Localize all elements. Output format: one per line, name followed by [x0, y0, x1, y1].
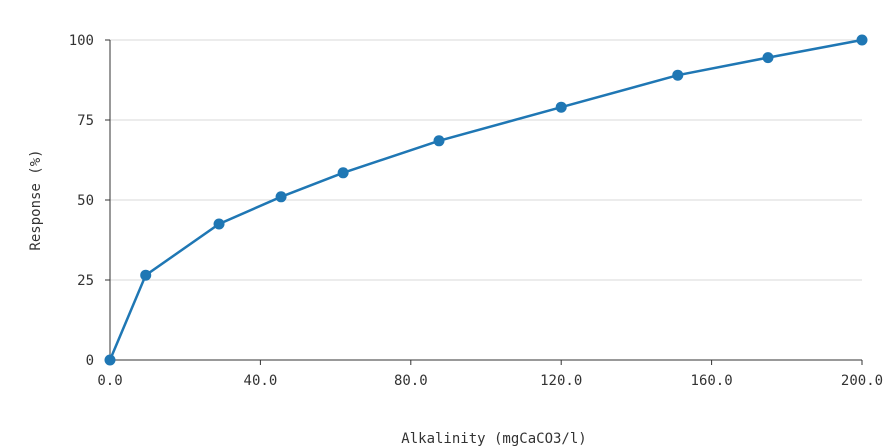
y-tick-label: 25 [77, 273, 94, 289]
data-point[interactable] [762, 52, 774, 64]
grid-lines [110, 39, 862, 281]
x-tick-label: 0.0 [97, 373, 122, 389]
x-axis-ticks: 0.0 40.0 80.0 120.0 160.0 200.0 [97, 360, 883, 389]
data-point[interactable] [555, 101, 567, 113]
data-point[interactable] [104, 354, 116, 366]
data-point[interactable] [856, 34, 868, 46]
y-axis-title: Response (%) [28, 149, 44, 250]
data-point[interactable] [337, 167, 349, 179]
y-tick-label: 50 [77, 193, 94, 209]
x-axis-title: Alkalinity (mgCaCO3/l) [401, 431, 586, 447]
x-tick-label: 40.0 [244, 373, 278, 389]
x-tick-label: 80.0 [394, 373, 428, 389]
data-point[interactable] [213, 218, 225, 230]
x-tick-label: 160.0 [691, 373, 733, 389]
x-tick-label: 200.0 [841, 373, 883, 389]
data-point[interactable] [433, 135, 445, 147]
data-point[interactable] [672, 69, 684, 81]
data-point[interactable] [140, 269, 152, 281]
y-tick-label: 0 [86, 353, 94, 369]
y-tick-label: 100 [69, 33, 94, 49]
x-tick-label: 120.0 [540, 373, 582, 389]
y-tick-label: 75 [77, 113, 94, 129]
data-point[interactable] [275, 191, 287, 203]
series-line [108, 38, 863, 361]
data-series [104, 34, 868, 366]
y-axis-ticks: 0 25 50 75 100 [69, 33, 110, 369]
